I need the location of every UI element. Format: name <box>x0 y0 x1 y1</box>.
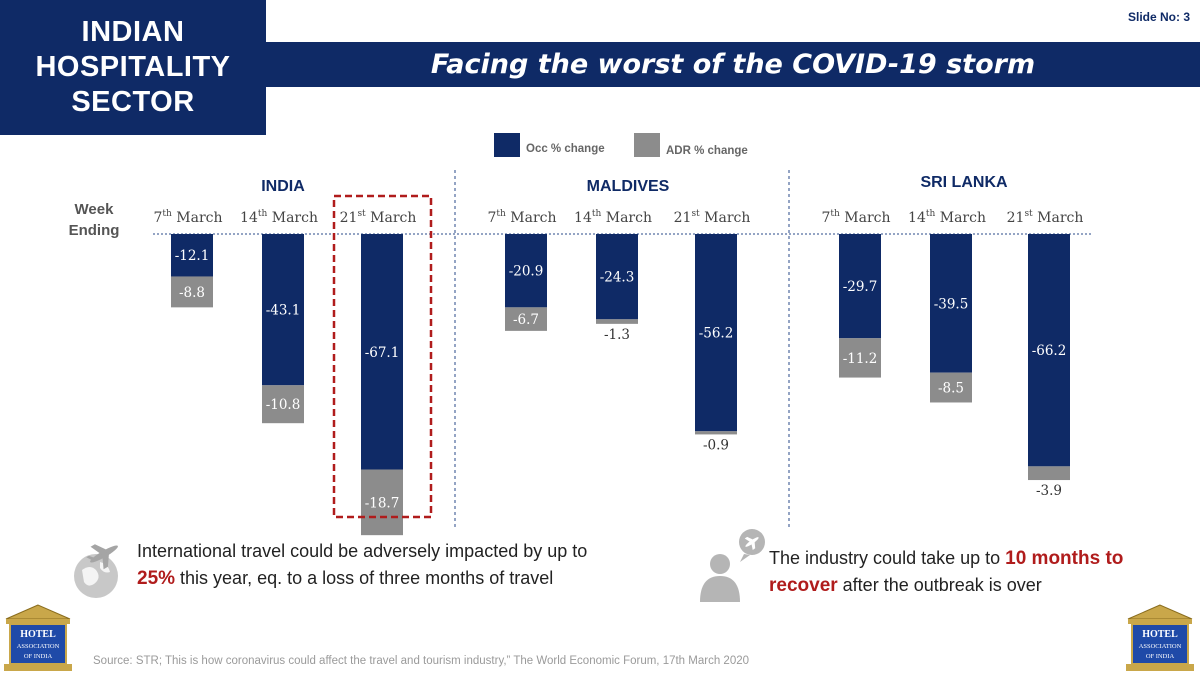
bar-occ <box>1028 234 1070 467</box>
data-label-occ: -56.2 <box>699 326 734 342</box>
logo-left-line2: ASSOCIATION <box>17 643 60 650</box>
data-label-occ: -39.5 <box>934 296 969 312</box>
hotel-association-logo-left: HOTEL ASSOCIATION OF INDIA <box>4 604 72 671</box>
legend-swatch <box>494 133 520 157</box>
note-right-highlight: 10 months to recover <box>769 548 1124 596</box>
data-label-adr: -0.9 <box>703 437 729 453</box>
data-label-occ: -67.1 <box>365 345 400 361</box>
bar-occ <box>930 234 972 373</box>
bar-occ <box>361 234 403 470</box>
sector-title-box: INDIAN HOSPITALITY SECTOR <box>0 0 266 135</box>
note-international-travel: International travel could be adversely … <box>137 538 617 592</box>
bar-occ <box>262 234 304 386</box>
logo-right-line1: HOTEL <box>1142 629 1178 640</box>
bar-adr <box>262 385 304 424</box>
week-label: 14th March <box>240 209 318 226</box>
data-label-occ: -20.9 <box>509 264 544 280</box>
data-label-adr: -8.5 <box>938 381 964 397</box>
bar-adr <box>596 319 638 324</box>
legend-swatch <box>634 133 660 157</box>
group-label: SRI LANKA <box>920 174 1008 191</box>
data-label-adr: -10.8 <box>266 397 301 413</box>
bar-occ <box>695 234 737 432</box>
data-label-adr: -3.9 <box>1036 483 1062 499</box>
note-right-pre: The industry could take up to <box>769 548 1006 568</box>
source-citation: Source: STR; This is how coronavirus cou… <box>93 655 749 667</box>
bar-adr <box>361 469 403 536</box>
main-title: Facing the worst of the COVID-19 storm <box>430 49 1036 80</box>
logo-left-line3: OF INDIA <box>24 653 53 660</box>
data-label-adr: -6.7 <box>513 312 539 328</box>
bar-occ <box>839 234 881 339</box>
data-label-occ: -29.7 <box>843 279 878 295</box>
legend-label: Occ % change <box>526 143 605 155</box>
sector-title: INDIAN HOSPITALITY SECTOR <box>35 16 231 118</box>
logo-right-line2: ASSOCIATION <box>1139 643 1182 650</box>
week-label: 21st March <box>340 209 417 226</box>
week-label: 14th March <box>574 209 652 226</box>
week-label: 7th March <box>153 209 222 226</box>
data-label-adr: -8.8 <box>179 285 205 301</box>
week-label: 21st March <box>674 209 751 226</box>
week-label: 7th March <box>821 209 890 226</box>
note-left-highlight: 25% <box>137 568 176 589</box>
slide-number: Slide No: 3 <box>1127 10 1190 24</box>
bar-occ <box>171 234 213 277</box>
week-label: 7th March <box>487 209 556 226</box>
data-label-occ: -12.1 <box>175 248 210 264</box>
bar-occ <box>505 234 547 308</box>
logo-left-line1: HOTEL <box>20 629 56 640</box>
week-label: 21st March <box>1007 209 1084 226</box>
highlight-box <box>332 194 433 519</box>
airplane-globe-icon <box>74 544 118 598</box>
data-label-adr: -18.7 <box>365 495 400 511</box>
week-label: 14th March <box>908 209 986 226</box>
data-label-occ: -66.2 <box>1032 343 1067 359</box>
group-label: MALDIVES <box>587 178 670 195</box>
bar-adr <box>695 431 737 435</box>
bar-adr <box>505 307 547 331</box>
bar-adr <box>930 372 972 403</box>
row-label-line1: Week <box>75 201 115 218</box>
data-label-occ: -24.3 <box>600 270 635 286</box>
bar-adr <box>1028 466 1070 481</box>
note-right-post: after the outbreak is over <box>837 575 1042 595</box>
logo-right-line3: OF INDIA <box>1146 653 1175 660</box>
bar-occ <box>596 234 638 320</box>
row-label-line2: Ending <box>69 222 120 239</box>
note-left-pre: International travel could be adversely … <box>137 541 588 561</box>
note-industry-recovery: The industry could take up to 10 months … <box>769 545 1169 599</box>
title-bar: Facing the worst of the COVID-19 storm <box>266 42 1200 87</box>
person-airplane-icon <box>700 529 765 602</box>
data-label-adr: -11.2 <box>843 351 878 367</box>
bar-adr <box>171 276 213 308</box>
data-label-occ: -43.1 <box>266 303 301 319</box>
data-label-adr: -1.3 <box>604 327 630 343</box>
hotel-association-logo-right: HOTEL ASSOCIATION OF INDIA <box>1126 604 1194 671</box>
note-left-post: this year, eq. to a loss of three months… <box>175 568 554 588</box>
legend-label: ADR % change <box>666 145 748 157</box>
bar-adr <box>839 338 881 378</box>
group-label: INDIA <box>261 178 305 195</box>
